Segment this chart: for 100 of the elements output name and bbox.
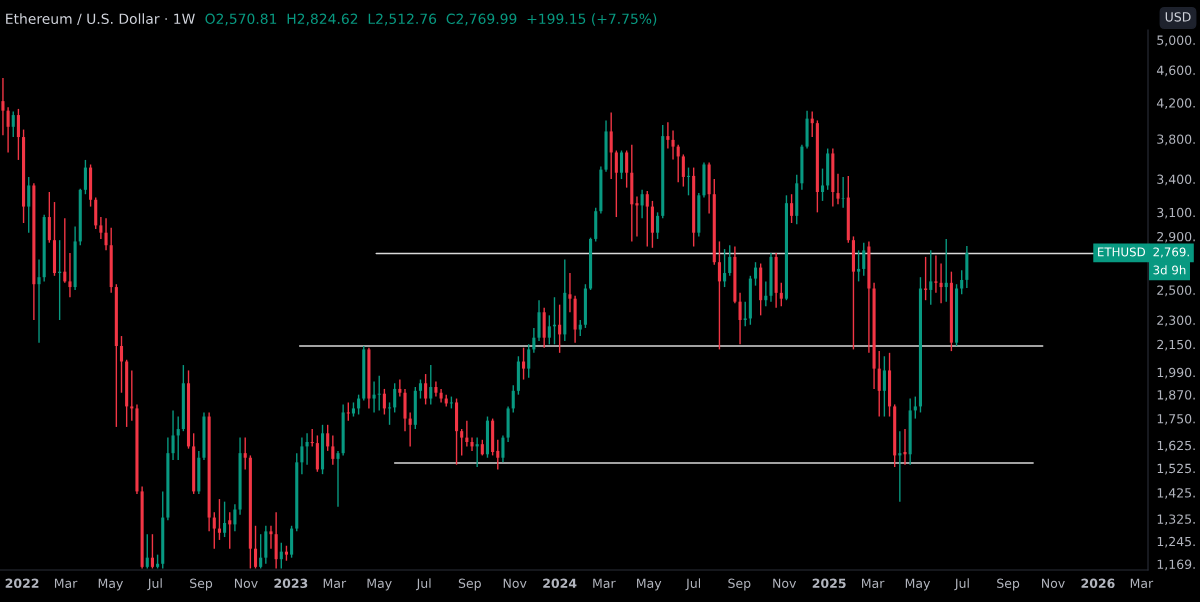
candlestick: [753, 261, 758, 287]
candlestick: [326, 424, 330, 452]
candlestick: [68, 252, 72, 298]
candlestick: [686, 166, 691, 197]
candlestick: [150, 533, 154, 570]
y-tick-label: 1,169.: [1157, 559, 1195, 571]
x-tick-label: Mar: [593, 578, 616, 589]
candlestick: [145, 533, 149, 570]
candlestick: [944, 238, 948, 303]
candlestick: [11, 110, 15, 138]
candlestick: [27, 176, 31, 234]
candlestick: [212, 511, 216, 550]
candlestick: [723, 248, 727, 288]
candlestick: [671, 129, 675, 161]
x-tick-label: Sep: [997, 578, 1020, 591]
candlestick: [408, 411, 412, 448]
candlestick: [176, 415, 180, 461]
candlestick: [877, 350, 881, 418]
candlestick: [929, 249, 933, 306]
candlestick: [568, 272, 572, 313]
candlestick: [779, 282, 783, 307]
text: 3d 9h: [1153, 265, 1186, 275]
candlestick: [939, 262, 943, 304]
candlestick: [460, 428, 464, 457]
y-tick-label: 4,200.: [1156, 98, 1195, 110]
y-tick-label: 2,300.: [1157, 315, 1195, 327]
candlestick: [625, 149, 629, 189]
candlestick: [934, 254, 938, 294]
x-tick-label: 2025: [812, 578, 846, 589]
candlestick: [424, 373, 428, 406]
x-tick-label: Nov: [773, 578, 797, 589]
candlestick: [16, 108, 20, 161]
candlestick: [434, 380, 438, 398]
candlestick: [223, 500, 227, 538]
x-tick-label: Mar: [862, 578, 885, 589]
candlestick: [6, 106, 10, 154]
candlestick: [382, 388, 386, 416]
x-tick-label: Mar: [1130, 578, 1154, 589]
candlestick: [522, 347, 526, 381]
x-tick-label: Jul: [147, 578, 162, 591]
candlestick: [300, 436, 304, 475]
candlestick: [728, 244, 732, 277]
x-tick-label: May: [905, 578, 931, 591]
candlestick: [836, 173, 840, 206]
candlestick: [331, 434, 335, 466]
candlestick: [619, 149, 624, 180]
candlestick: [130, 369, 134, 422]
candlestick: [228, 511, 232, 550]
candlestick: [119, 335, 124, 394]
candlestick: [645, 190, 649, 248]
candlestick: [790, 193, 794, 224]
candlestick: [717, 240, 721, 351]
y-tick-label: 2,500.: [1157, 285, 1195, 297]
candlestick: [743, 300, 747, 328]
candlestick: [233, 503, 237, 533]
candlestick: [666, 121, 670, 150]
y-axis-title: USD: [1165, 12, 1191, 22]
candlestick: [676, 143, 680, 183]
x-tick-label: Jul: [685, 578, 701, 591]
candlestick: [253, 525, 258, 570]
candlestick: [104, 217, 108, 252]
candlestick: [346, 401, 350, 422]
candlestick: [1, 77, 5, 136]
candlestick: [99, 216, 103, 240]
annotation: ETHUSD: [1098, 247, 1146, 257]
x-tick-label: May: [98, 578, 123, 591]
candlestick: [336, 450, 340, 508]
candlestick: [614, 149, 618, 218]
candlestick: [558, 303, 562, 354]
candlestick: [418, 378, 423, 400]
y-tick-label: 3,400.: [1157, 174, 1195, 186]
candlestick: [960, 269, 964, 295]
x-tick-label: 2024: [543, 578, 577, 589]
y-tick-label: 1,245.: [1157, 536, 1195, 548]
x-tick-label: May: [637, 578, 662, 591]
y-tick-label: 4,600.: [1156, 65, 1195, 77]
chart-subtitle: O2,570.81 H2,824.62 L2,512.76 C2,769.99 +199.15 (+7.75%): [205, 13, 657, 26]
x-tick-label: Sep: [728, 578, 751, 591]
candlestick: [635, 195, 639, 238]
candlestick: [47, 191, 51, 244]
candlestick: [609, 111, 613, 180]
candlestick: [527, 343, 531, 379]
candlestick: [372, 380, 376, 414]
candlestick: [640, 189, 644, 219]
x-tick-label: Mar: [54, 578, 78, 589]
x-tick-label: Mar: [323, 578, 347, 589]
candlestick: [532, 327, 536, 354]
text: 2,769.: [1153, 247, 1189, 258]
candlestick: [398, 378, 402, 398]
candlestick: [496, 439, 500, 471]
candlestick: [217, 498, 221, 541]
candlestick: [393, 382, 397, 414]
candlestick: [501, 434, 505, 464]
candlestick: [903, 428, 907, 466]
y-tick-label: 1,425.: [1157, 488, 1195, 499]
y-tick-label: 3,800.: [1157, 134, 1195, 146]
candlestick: [269, 525, 273, 550]
x-tick-label: May: [367, 578, 392, 591]
candlestick: [882, 355, 886, 418]
candlestick: [656, 211, 660, 240]
